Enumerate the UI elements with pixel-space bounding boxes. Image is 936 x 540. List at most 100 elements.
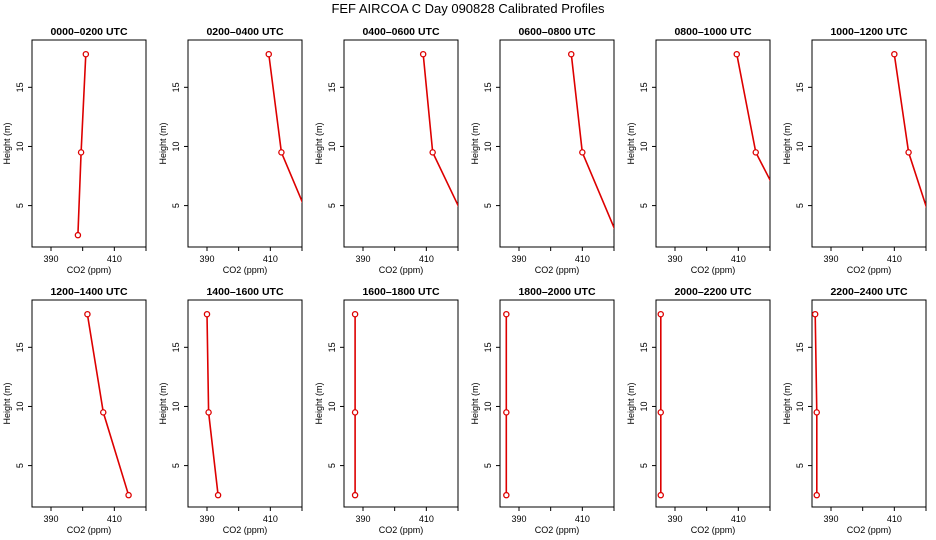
profile-point <box>125 491 132 499</box>
y-tick-label: 15 <box>171 342 181 352</box>
profile-point <box>733 50 741 58</box>
panel-title: 1400–1600 UTC <box>206 286 283 298</box>
y-tick-label: 5 <box>15 463 25 468</box>
x-tick-label: 410 <box>263 254 278 264</box>
y-tick-label: 10 <box>795 141 805 151</box>
y-axis-label: Height (m) <box>782 122 792 164</box>
x-tick-label: 410 <box>263 514 278 524</box>
y-tick-label: 15 <box>795 82 805 92</box>
y-axis-label: Height (m) <box>626 122 636 164</box>
panel-4: 0600–0800 UTC 390 410 5 10 15 CO2 (ppm) Height … <box>470 26 615 275</box>
x-tick-label: 390 <box>667 514 682 524</box>
y-axis-label: Height (m) <box>470 122 480 164</box>
x-axis-label: CO2 (ppm) <box>691 525 736 535</box>
y-tick-label: 10 <box>171 401 181 411</box>
x-tick-label: 410 <box>731 254 746 264</box>
profile-point <box>82 50 90 58</box>
x-tick-label: 390 <box>823 254 838 264</box>
y-tick-label: 10 <box>15 401 25 411</box>
profile-line <box>570 54 614 230</box>
profile-point <box>84 310 91 318</box>
panel-9: 1600–1800 UTC 390 410 5 10 15 CO2 (ppm) Height … <box>314 286 459 535</box>
profile-point <box>813 409 821 416</box>
y-tick-label: 15 <box>639 342 649 352</box>
y-tick-label: 15 <box>327 342 337 352</box>
profile-point <box>891 50 898 58</box>
panel-title: 0400–0600 UTC <box>362 26 439 38</box>
x-tick-label: 410 <box>575 514 590 524</box>
y-tick-label: 15 <box>15 342 25 352</box>
y-tick-label: 10 <box>15 141 25 151</box>
x-tick-label: 390 <box>199 514 214 524</box>
profile-point <box>205 409 212 416</box>
panel-11: 2000–2200 UTC 390 410 5 10 15 CO2 (ppm) Height … <box>626 286 771 535</box>
y-tick-label: 5 <box>15 203 25 208</box>
plot-frame <box>499 299 615 508</box>
x-axis-label: CO2 (ppm) <box>223 265 268 275</box>
panel-title: 0800–1000 UTC <box>674 26 751 38</box>
profile-line <box>206 314 219 496</box>
profile-point <box>470 233 475 238</box>
x-tick-label: 410 <box>731 514 746 524</box>
profile-point <box>77 149 85 156</box>
profile-point <box>657 491 665 499</box>
profile-point <box>203 310 211 318</box>
profile-point <box>613 234 614 236</box>
profile-point <box>351 409 359 416</box>
y-axis-label: Height (m) <box>314 382 324 424</box>
profile-line <box>86 314 130 496</box>
panel-3: 0400–0600 UTC 390 410 5 10 15 CO2 (ppm) Height … <box>314 26 475 275</box>
y-tick-label: 10 <box>483 401 493 411</box>
x-tick-label: 390 <box>355 514 370 524</box>
plot-frame <box>811 39 927 248</box>
profile-point <box>214 491 222 499</box>
x-axis-label: CO2 (ppm) <box>223 525 268 535</box>
profile-point <box>419 50 427 58</box>
x-axis-label: CO2 (ppm) <box>691 265 736 275</box>
panel-title: 0000–0200 UTC <box>50 26 127 38</box>
plot-frame <box>31 39 147 248</box>
y-tick-label: 10 <box>639 141 649 151</box>
y-tick-label: 5 <box>171 463 181 468</box>
x-tick-label: 390 <box>823 514 838 524</box>
y-axis-label: Height (m) <box>470 382 480 424</box>
profile-point <box>812 310 819 318</box>
y-tick-label: 10 <box>483 141 493 151</box>
profile-point <box>579 149 586 156</box>
panel-title: 1800–2000 UTC <box>518 286 595 298</box>
x-tick-label: 410 <box>887 254 902 264</box>
profile-line <box>77 54 87 236</box>
x-tick-label: 410 <box>575 254 590 264</box>
x-tick-label: 410 <box>107 514 122 524</box>
profile-point <box>503 310 510 318</box>
y-axis-label: Height (m) <box>782 382 792 424</box>
profile-line <box>893 54 926 209</box>
y-tick-label: 5 <box>483 203 493 208</box>
y-axis-label: Height (m) <box>314 122 324 164</box>
x-tick-label: 390 <box>355 254 370 264</box>
y-tick-label: 10 <box>171 141 181 151</box>
profile-point <box>905 149 912 156</box>
profile-point <box>265 50 272 58</box>
x-axis-label: CO2 (ppm) <box>379 525 424 535</box>
panel-7: 1200–1400 UTC 390 410 5 10 15 CO2 (ppm) Height … <box>2 286 147 535</box>
profile-point <box>278 149 285 156</box>
y-tick-label: 10 <box>327 401 337 411</box>
profile-point <box>796 233 801 238</box>
y-tick-label: 5 <box>171 203 181 208</box>
profile-point <box>657 409 665 416</box>
plot-frame <box>187 299 303 508</box>
plot-frame <box>655 299 771 508</box>
plot-frame <box>343 39 459 248</box>
y-tick-label: 15 <box>795 342 805 352</box>
y-tick-label: 5 <box>327 463 337 468</box>
y-axis-label: Height (m) <box>2 122 12 164</box>
profile-point <box>74 231 82 239</box>
panel-6: 1000–1200 UTC 390 410 5 10 15 CO2 (ppm) Height … <box>782 26 927 275</box>
y-tick-label: 15 <box>639 82 649 92</box>
profile-point <box>503 409 510 416</box>
x-tick-label: 390 <box>43 514 58 524</box>
panel-title: 1600–1800 UTC <box>362 286 439 298</box>
x-tick-label: 390 <box>667 254 682 264</box>
panel-title: 1200–1400 UTC <box>50 286 127 298</box>
